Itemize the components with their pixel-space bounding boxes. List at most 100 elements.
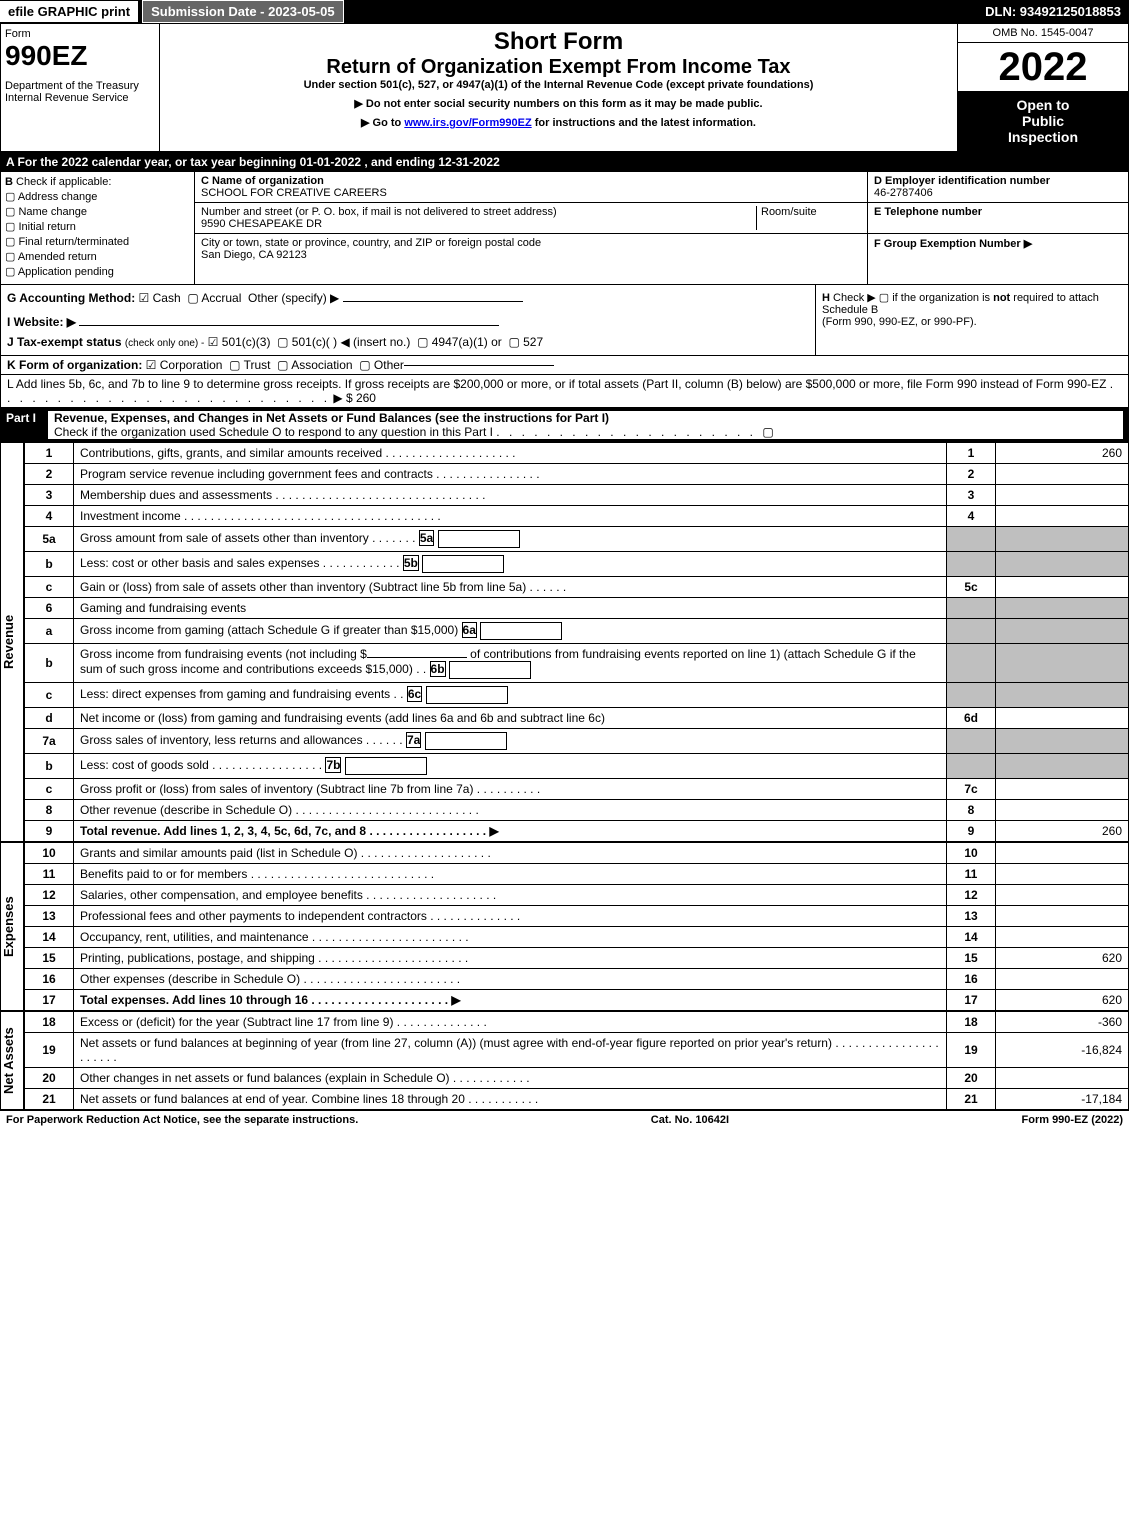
chk-name-change-label: Name change xyxy=(18,206,87,218)
efile-print-label[interactable]: efile GRAPHIC print xyxy=(0,1,138,22)
row-j: J Tax-exempt status (check only one) - ☑… xyxy=(7,335,809,349)
line-11-ref: 11 xyxy=(947,864,996,885)
expenses-section: Expenses 10Grants and similar amounts pa… xyxy=(0,842,1129,1011)
line-8-num: 8 xyxy=(25,800,74,821)
line-2-amount xyxy=(996,464,1129,485)
line-12-ref: 12 xyxy=(947,885,996,906)
submission-date: Submission Date - 2023-05-05 xyxy=(142,0,344,23)
row-i: I Website: ▶ xyxy=(7,315,809,329)
chk-address-change[interactable]: ▢ Address change xyxy=(5,190,190,203)
line-5b-num: b xyxy=(25,552,74,577)
chk-initial-return[interactable]: ▢ Initial return xyxy=(5,220,190,233)
line-20-ref: 20 xyxy=(947,1068,996,1089)
chk-501c3[interactable]: ☑ 501(c)(3) xyxy=(208,335,271,349)
line-9-num: 9 xyxy=(25,821,74,842)
chk-other-org[interactable]: ▢ Other xyxy=(359,358,404,372)
return-title: Return of Organization Exempt From Incom… xyxy=(164,56,953,79)
chk-corporation[interactable]: ☑ Corporation xyxy=(146,358,223,372)
line-6a-input[interactable] xyxy=(480,622,562,640)
line-21-amount: -17,184 xyxy=(996,1089,1129,1110)
street-label: Number and street (or P. O. box, if mail… xyxy=(201,206,557,218)
form-number: 990EZ xyxy=(5,40,155,72)
line-13-ref: 13 xyxy=(947,906,996,927)
line-10: 10Grants and similar amounts paid (list … xyxy=(25,843,1129,864)
line-6-ref-shade xyxy=(947,598,996,619)
other-specify-input[interactable] xyxy=(343,301,523,302)
row-h: H Check ▶ ▢ if the organization is not r… xyxy=(815,285,1128,355)
chk-cash-label: Cash xyxy=(153,291,181,305)
part-1-header: Part I Revenue, Expenses, and Changes in… xyxy=(0,408,1129,442)
line-5a-ref-shade xyxy=(947,527,996,552)
ssn-warning: ▶ Do not enter social security numbers o… xyxy=(164,97,953,110)
chk-application-pending-label: Application pending xyxy=(18,266,114,278)
line-1-num: 1 xyxy=(25,443,74,464)
chk-name-change[interactable]: ▢ Name change xyxy=(5,205,190,218)
chk-trust[interactable]: ▢ Trust xyxy=(229,358,270,372)
form-org-label: K Form of organization: xyxy=(7,358,142,372)
line-6b-input[interactable] xyxy=(449,661,531,679)
chk-association[interactable]: ▢ Association xyxy=(277,358,352,372)
part-1-title: Revenue, Expenses, and Changes in Net As… xyxy=(48,411,1123,439)
line-6b: bGross income from fundraising events (n… xyxy=(25,644,1129,683)
line-5a-desc: Gross amount from sale of assets other t… xyxy=(74,527,947,552)
row-h-text3: (Form 990, 990-EZ, or 990-PF). xyxy=(822,316,977,328)
website-input[interactable] xyxy=(79,325,499,326)
line-2-desc: Program service revenue including govern… xyxy=(74,464,947,485)
line-6b-desc: Gross income from fundraising events (no… xyxy=(74,644,947,683)
chk-4947[interactable]: ▢ 4947(a)(1) or xyxy=(417,335,502,349)
line-6b-amt-shade xyxy=(996,644,1129,683)
other-org-input[interactable] xyxy=(404,365,554,366)
group-exemption-cell: F Group Exemption Number ▶ xyxy=(868,234,1128,265)
line-16-ref: 16 xyxy=(947,969,996,990)
chk-527[interactable]: ▢ 527 xyxy=(508,335,543,349)
header-left: Form 990EZ Department of the Treasury In… xyxy=(1,24,160,151)
line-2: 2Program service revenue including gover… xyxy=(25,464,1129,485)
chk-application-pending[interactable]: ▢ Application pending xyxy=(5,265,190,278)
line-5b-input[interactable] xyxy=(422,555,504,573)
line-7a-input[interactable] xyxy=(425,732,507,750)
net-assets-side-label: Net Assets xyxy=(0,1011,24,1110)
line-3: 3Membership dues and assessments . . . .… xyxy=(25,485,1129,506)
form-header: Form 990EZ Department of the Treasury In… xyxy=(0,23,1129,152)
line-6c-ref-shade xyxy=(947,683,996,708)
line-6a-ref-shade xyxy=(947,619,996,644)
chk-trust-label: Trust xyxy=(244,358,271,372)
line-6c-input[interactable] xyxy=(426,686,508,704)
line-18-ref: 18 xyxy=(947,1012,996,1033)
line-1-amount: 260 xyxy=(996,443,1129,464)
row-l: L Add lines 5b, 6c, and 7b to line 9 to … xyxy=(0,375,1129,408)
line-1-desc: Contributions, gifts, grants, and simila… xyxy=(74,443,947,464)
chk-cash[interactable]: ☑ Cash xyxy=(139,291,181,305)
line-6b-blank[interactable] xyxy=(367,657,467,658)
line-14-desc: Occupancy, rent, utilities, and maintena… xyxy=(74,927,947,948)
irs-link[interactable]: www.irs.gov/Form990EZ xyxy=(404,117,531,129)
line-16-amount xyxy=(996,969,1129,990)
line-4-num: 4 xyxy=(25,506,74,527)
line-10-num: 10 xyxy=(25,843,74,864)
line-5c-ref: 5c xyxy=(947,577,996,598)
chk-final-return[interactable]: ▢ Final return/terminated xyxy=(5,235,190,248)
line-16: 16Other expenses (describe in Schedule O… xyxy=(25,969,1129,990)
line-19-desc: Net assets or fund balances at beginning… xyxy=(74,1033,947,1068)
line-7b-input[interactable] xyxy=(345,757,427,775)
line-5a-input[interactable] xyxy=(438,530,520,548)
footer-center: Cat. No. 10642I xyxy=(651,1114,729,1126)
revenue-section: Revenue 1Contributions, gifts, grants, a… xyxy=(0,442,1129,842)
line-14-amount xyxy=(996,927,1129,948)
city-value: San Diego, CA 92123 xyxy=(201,249,307,261)
line-7b-text: Less: cost of goods sold . . . . . . . .… xyxy=(80,758,322,772)
line-10-ref: 10 xyxy=(947,843,996,864)
ein-label: D Employer identification number xyxy=(874,175,1050,187)
net-assets-section: Net Assets 18Excess or (deficit) for the… xyxy=(0,1011,1129,1110)
line-11-desc: Benefits paid to or for members . . . . … xyxy=(74,864,947,885)
chk-accrual[interactable]: ▢ Accrual xyxy=(187,291,241,305)
part-1-label: Part I xyxy=(6,411,48,439)
line-7a-num: 7a xyxy=(25,729,74,754)
chk-amended-return[interactable]: ▢ Amended return xyxy=(5,250,190,263)
section-a-tax-year: A For the 2022 calendar year, or tax yea… xyxy=(0,152,1129,172)
ein-cell: D Employer identification number 46-2787… xyxy=(868,172,1128,203)
line-20: 20Other changes in net assets or fund ba… xyxy=(25,1068,1129,1089)
line-13: 13Professional fees and other payments t… xyxy=(25,906,1129,927)
line-8-desc: Other revenue (describe in Schedule O) .… xyxy=(74,800,947,821)
chk-501c[interactable]: ▢ 501(c)( ) ◀ (insert no.) xyxy=(277,335,410,349)
